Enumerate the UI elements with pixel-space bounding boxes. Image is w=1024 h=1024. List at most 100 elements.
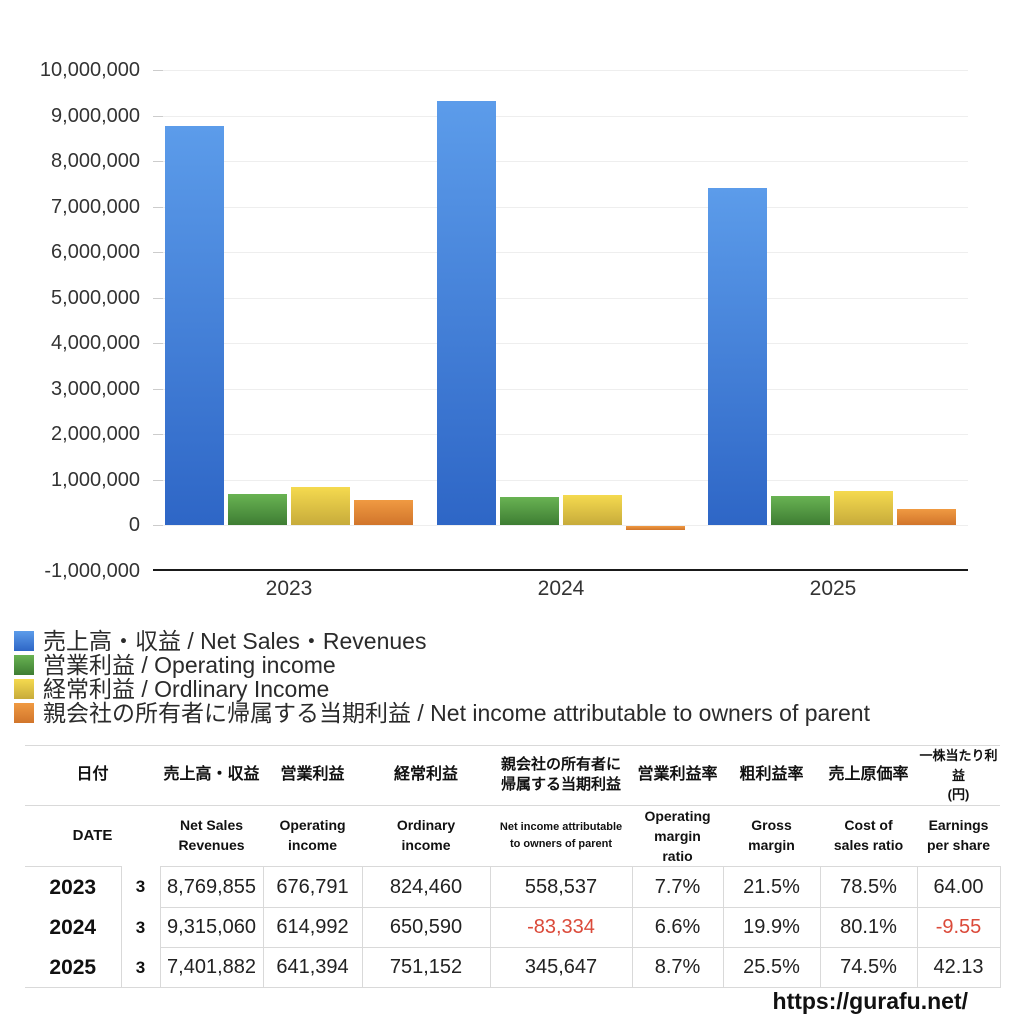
- header-header_en-col1: Net Sales Revenues: [160, 805, 263, 867]
- header-header_jp-col0: 日付: [25, 745, 161, 806]
- header-text: per share: [926, 836, 991, 853]
- header-header_en-col7: Cost of sales ratio: [820, 805, 917, 867]
- header-header_jp-col8: 一株当たり利益 (円): [917, 745, 1001, 806]
- gridline: [153, 70, 968, 71]
- y-axis-label: 2,000,000: [51, 423, 140, 445]
- y-axis-label: 3,000,000: [51, 377, 140, 400]
- cell-value: -83,334: [490, 907, 633, 948]
- table-header-row-header_en: DATE Net Sales Revenues Operating income Ordi…: [25, 805, 1000, 867]
- header-text: Operating: [279, 817, 346, 834]
- cell-value: 8,769,855: [160, 866, 264, 908]
- gridline: [153, 388, 968, 390]
- header-text: 売上高・収益: [163, 766, 260, 784]
- cell-month: 3: [121, 947, 161, 989]
- cell-value: 751,152: [362, 947, 491, 989]
- x-axis-label: 2024: [537, 577, 585, 600]
- axis-tick: [153, 70, 163, 71]
- axis-tick: [153, 297, 163, 299]
- y-axis-label: 10,000,000: [39, 59, 140, 81]
- y-axis-label: 4,000,000: [51, 332, 140, 354]
- cell-value: 25.5%: [723, 947, 821, 989]
- header-header_jp-col5: 営業利益率: [632, 745, 724, 806]
- header-header_jp-col3: 経常利益: [362, 745, 491, 806]
- cell-value: 19.9%: [723, 907, 821, 948]
- header-text: to owners of parent: [509, 837, 613, 850]
- gridline: [153, 206, 968, 208]
- legend-item-net-income: 親会社の所有者に帰属する当期利益 / Net income attributab…: [14, 701, 870, 725]
- axis-tick: [153, 525, 163, 526]
- header-text: Earnings: [928, 817, 989, 834]
- header-text: 売上原価率: [828, 766, 909, 784]
- header-text: 営業利益率: [637, 766, 718, 784]
- cell-value: 74.5%: [820, 947, 918, 989]
- table-header-row-header_jp: 日付 売上高・収益 営業利益 経常利益 親会社の所有者に 帰属する当期利益 営業利益率 粗利益…: [25, 745, 1001, 806]
- cell-month: 3: [121, 866, 161, 908]
- header-text: 親会社の所有者に: [501, 756, 622, 773]
- bar-net-sales-2025: [708, 188, 767, 525]
- bar-ordinary-income-2025: [834, 490, 893, 525]
- axis-tick: [153, 161, 163, 162]
- header-text: margin: [654, 827, 701, 844]
- legend-swatch-icon: [14, 679, 34, 699]
- header-text: DATE: [72, 827, 113, 845]
- chart-legend: 売上高・収益 / Net Sales・Revenues 営業利益 / Operat…: [14, 629, 870, 725]
- cell-month: 3: [121, 907, 161, 948]
- header-text: income: [401, 836, 451, 853]
- table-row: 2023 3 8,769,855 676,791 824,460 558,537 7.7% 2…: [25, 866, 1001, 908]
- axis-tick: [153, 343, 163, 344]
- header-header_en-col3: Ordinary income: [362, 805, 490, 867]
- cell-value: 7,401,882: [160, 947, 264, 989]
- cell-value: 21.5%: [723, 866, 821, 908]
- cell-value: 345,647: [490, 947, 633, 989]
- cell-value: 558,537: [490, 866, 633, 908]
- bar-ordinary-income-2023: [291, 487, 350, 525]
- bar-ordinary-income-2024: [563, 495, 622, 525]
- y-axis-label: 6,000,000: [51, 241, 140, 263]
- header-text: Ordinary: [396, 817, 456, 834]
- legend-swatch-icon: [14, 631, 34, 651]
- bar-operating-income-2024: [500, 497, 559, 525]
- cell-year: 2025: [25, 947, 122, 989]
- bar-net-income-2025: [897, 509, 956, 525]
- header-text: 粗利益率: [739, 766, 804, 784]
- legend-label: 売上高・収益 / Net Sales・Revenues: [43, 628, 427, 654]
- cell-value: 650,590: [362, 907, 491, 948]
- table-row: 2025 3 7,401,882 641,394 751,152 345,647 8.7% 2…: [25, 947, 1001, 989]
- cell-value: 78.5%: [820, 866, 918, 908]
- bar-operating-income-2023: [228, 494, 287, 525]
- bar-net-sales-2023: [165, 125, 224, 525]
- gridline: [153, 115, 968, 117]
- cell-value: 614,992: [263, 907, 363, 948]
- gridline: [153, 525, 968, 526]
- header-text: 日付: [76, 766, 109, 784]
- financial-table: 日付 売上高・収益 営業利益 経常利益 親会社の所有者に 帰属する当期利益 営業利益率 粗利益…: [25, 745, 1001, 989]
- header-header_en-col4: Net income attributable to owners of pare…: [490, 805, 632, 867]
- header-header_jp-col7: 売上原価率: [820, 745, 918, 806]
- header-text: Revenues: [178, 836, 245, 853]
- header-text: sales ratio: [833, 836, 904, 853]
- legend-label: 営業利益 / Operating income: [43, 652, 336, 678]
- header-text: 一株当たり利益: [919, 748, 998, 783]
- y-axis-label: 7,000,000: [51, 195, 140, 218]
- cell-value: 641,394: [263, 947, 363, 989]
- axis-tick: [153, 206, 163, 208]
- header-text: 営業利益: [280, 766, 345, 784]
- gridline: [153, 434, 968, 435]
- legend-label: 経常利益 / Ordlinary Income: [43, 676, 330, 702]
- cell-value: 676,791: [263, 866, 363, 908]
- cell-value: 9,315,060: [160, 907, 264, 948]
- axis-tick: [153, 434, 163, 435]
- bar-net-sales-2024: [437, 101, 496, 525]
- header-text: Cost of: [844, 817, 893, 834]
- gridline: [153, 297, 968, 299]
- bar-operating-income-2025: [771, 495, 830, 525]
- header-text: Net Sales: [179, 817, 244, 834]
- cell-value: 42.13: [917, 947, 1001, 989]
- header-text: margin: [748, 836, 795, 853]
- header-text: Net income attributable: [499, 821, 623, 834]
- cell-year: 2023: [25, 866, 122, 908]
- header-header_jp-col1: 売上高・収益: [160, 745, 264, 806]
- legend-swatch-icon: [14, 655, 34, 675]
- header-header_jp-col2: 営業利益: [263, 745, 363, 806]
- x-axis-label: 2023: [265, 577, 313, 600]
